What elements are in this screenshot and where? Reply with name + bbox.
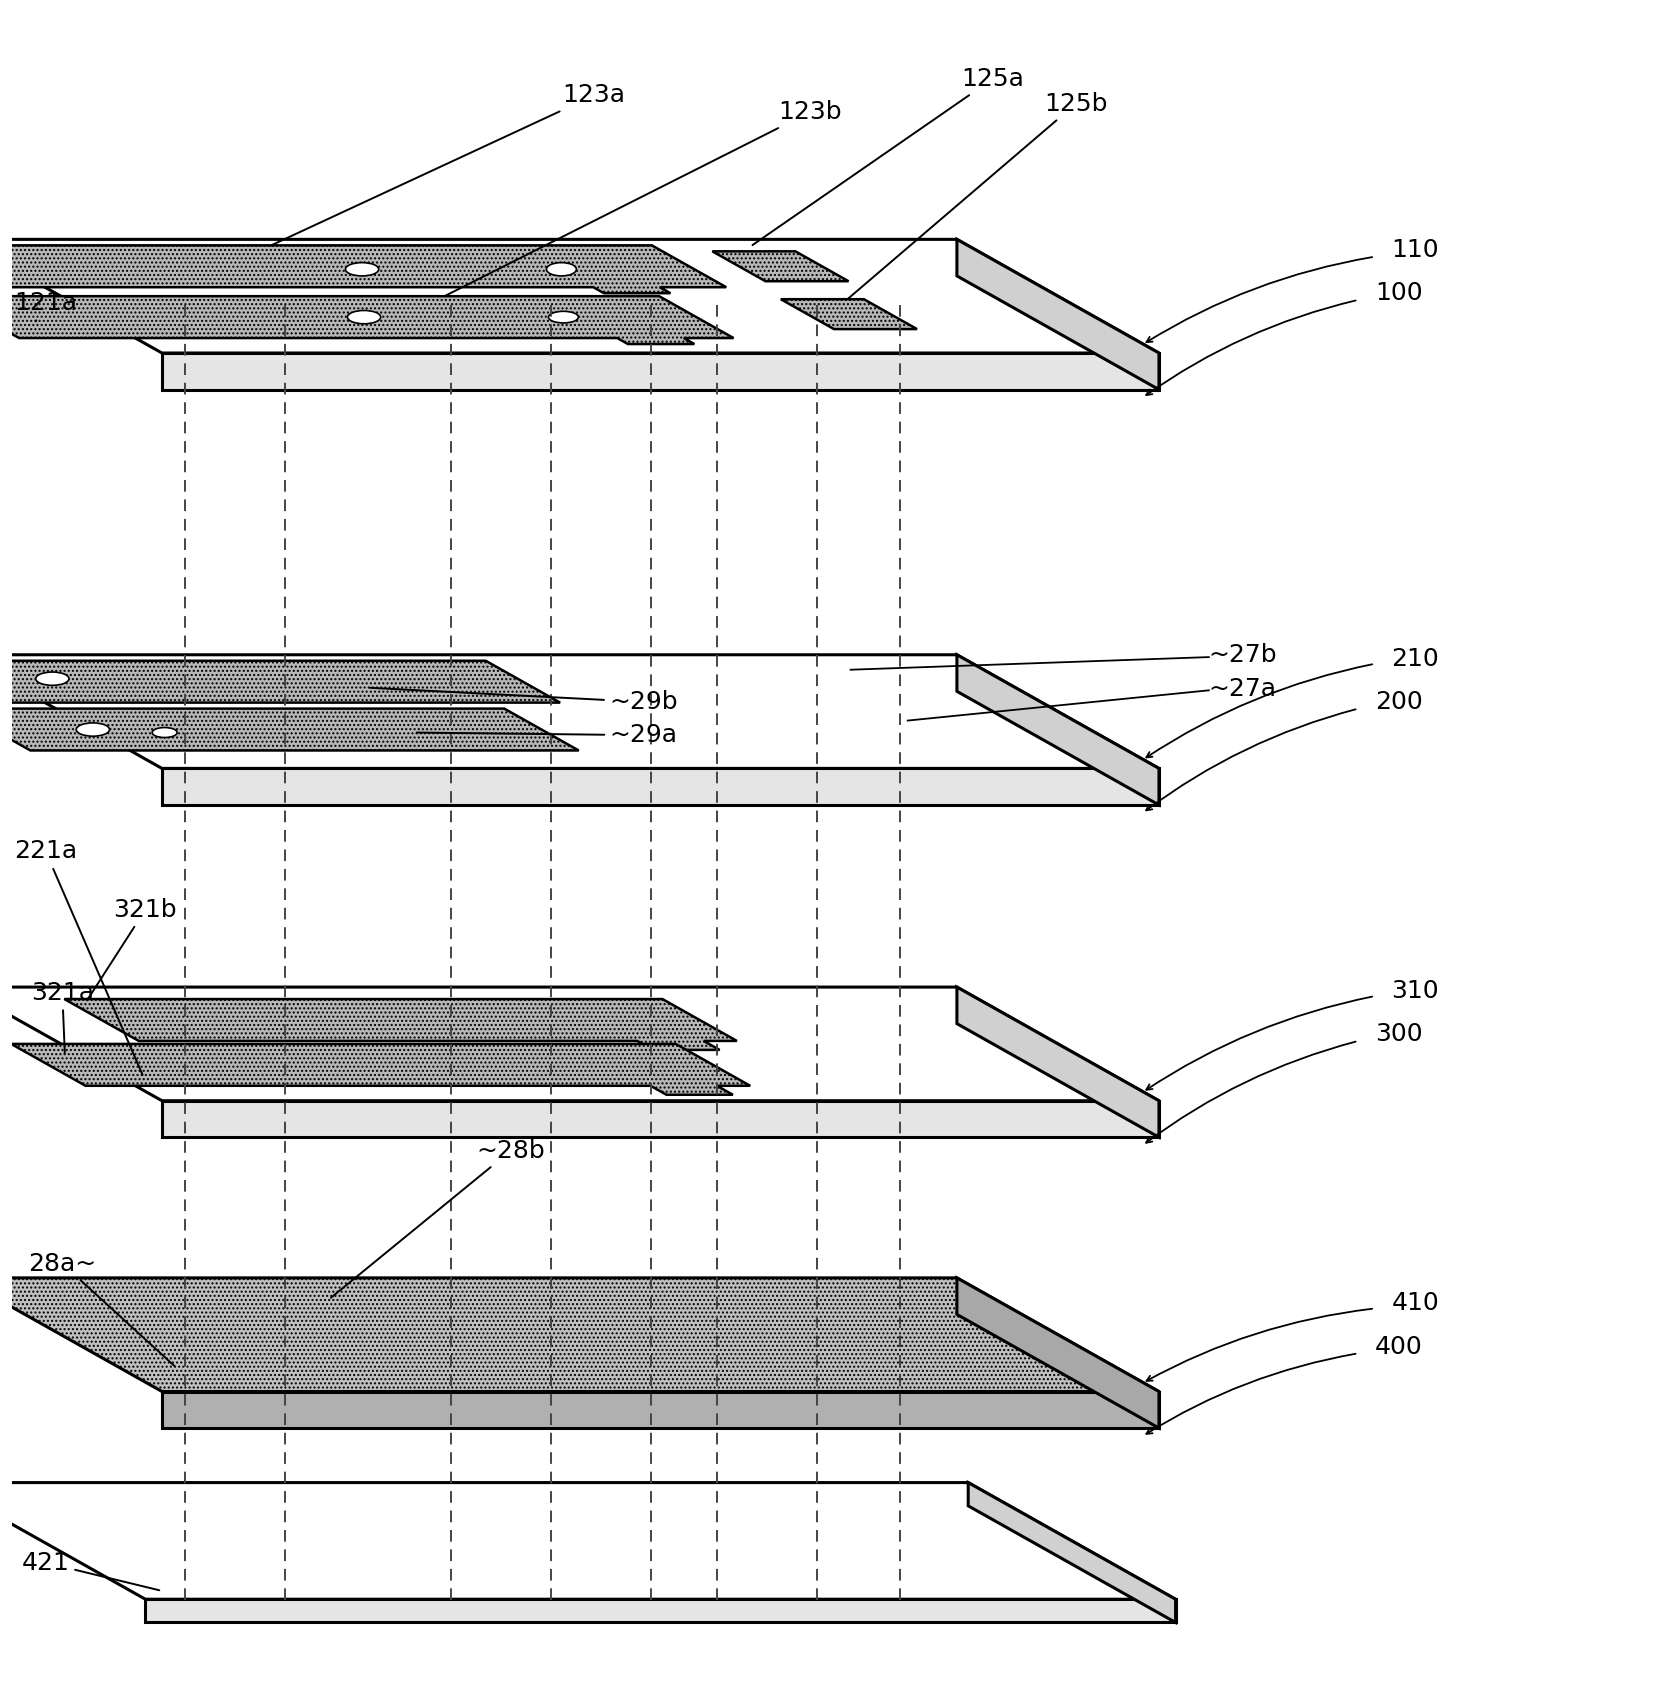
Ellipse shape	[348, 310, 380, 324]
Polygon shape	[0, 245, 726, 293]
Polygon shape	[956, 1277, 1158, 1429]
Text: 221a: 221a	[13, 840, 143, 1075]
Polygon shape	[0, 240, 1158, 353]
Polygon shape	[0, 1483, 1174, 1599]
Text: 100: 100	[1374, 281, 1421, 305]
Polygon shape	[64, 1000, 736, 1049]
Polygon shape	[161, 768, 1158, 806]
Polygon shape	[0, 988, 1158, 1100]
Polygon shape	[712, 252, 848, 281]
Polygon shape	[161, 353, 1158, 390]
Text: 110: 110	[1391, 238, 1438, 262]
Polygon shape	[780, 300, 917, 329]
Text: 321b: 321b	[87, 897, 176, 1000]
Text: 310: 310	[1391, 979, 1438, 1003]
Polygon shape	[0, 661, 559, 703]
Ellipse shape	[153, 727, 176, 737]
Polygon shape	[0, 1277, 1158, 1391]
Polygon shape	[161, 1391, 1158, 1429]
Ellipse shape	[548, 312, 578, 324]
Polygon shape	[956, 988, 1158, 1138]
Polygon shape	[12, 1044, 749, 1095]
Text: 421: 421	[22, 1551, 160, 1591]
Text: 200: 200	[1374, 690, 1421, 714]
Text: ~28b: ~28b	[331, 1139, 544, 1298]
Ellipse shape	[546, 262, 576, 276]
Text: ~29b: ~29b	[370, 688, 677, 714]
Text: 121a: 121a	[13, 291, 77, 322]
Text: ~29a: ~29a	[417, 724, 677, 748]
Text: ~27a: ~27a	[1208, 676, 1277, 700]
Ellipse shape	[76, 722, 109, 736]
Text: 123b: 123b	[444, 100, 842, 296]
Text: 400: 400	[1374, 1335, 1421, 1359]
Polygon shape	[0, 654, 1158, 768]
Text: 321a: 321a	[30, 981, 94, 1054]
Text: 125a: 125a	[753, 66, 1023, 245]
Text: 410: 410	[1391, 1291, 1438, 1315]
Text: 125b: 125b	[847, 92, 1107, 298]
Polygon shape	[968, 1483, 1174, 1623]
Polygon shape	[0, 708, 578, 751]
Ellipse shape	[344, 262, 378, 276]
Text: 210: 210	[1391, 647, 1438, 671]
Polygon shape	[956, 240, 1158, 390]
Text: 123a: 123a	[270, 83, 625, 245]
Text: 28a~: 28a~	[29, 1252, 175, 1366]
Text: 300: 300	[1374, 1022, 1421, 1046]
Ellipse shape	[35, 673, 69, 685]
Text: ~27b: ~27b	[1208, 644, 1277, 668]
Polygon shape	[956, 654, 1158, 806]
Polygon shape	[144, 1599, 1174, 1623]
Polygon shape	[0, 296, 732, 344]
Polygon shape	[161, 1100, 1158, 1138]
